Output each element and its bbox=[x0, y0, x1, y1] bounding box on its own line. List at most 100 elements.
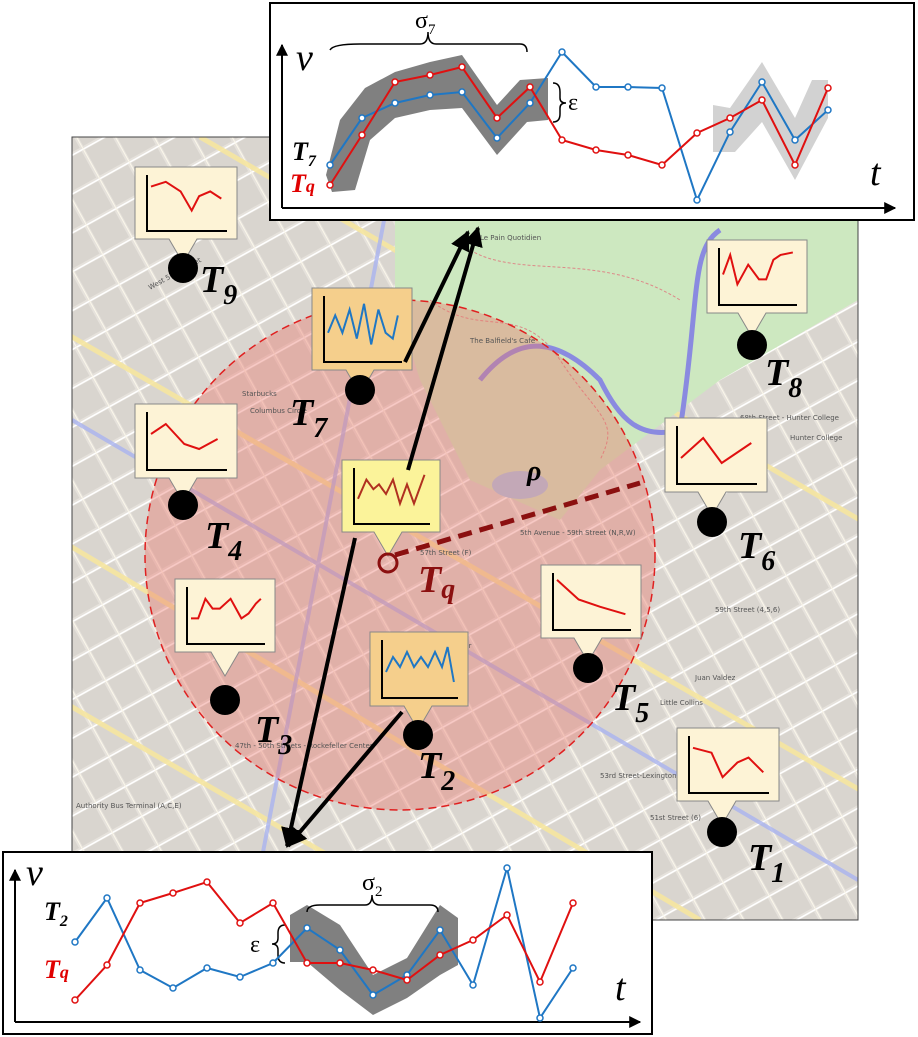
curve-point bbox=[526, 83, 534, 91]
curve-point bbox=[391, 78, 399, 86]
street-label: 68th Street - Hunter College bbox=[740, 414, 839, 422]
node-label: Tq bbox=[418, 559, 455, 605]
street-label: 59th Street (4,5,6) bbox=[715, 606, 780, 614]
curve bbox=[329, 50, 829, 203]
map-node: T1 bbox=[676, 727, 785, 889]
curve-point bbox=[526, 99, 534, 107]
park-drive bbox=[478, 227, 722, 436]
series-label: T2 bbox=[44, 897, 68, 930]
curve-point bbox=[592, 83, 600, 91]
mini-curve bbox=[385, 646, 455, 683]
street-label: 57th Street (F) bbox=[420, 549, 472, 557]
node-subscript: q bbox=[441, 574, 455, 605]
node-symbol: T bbox=[612, 677, 637, 719]
epsilon-label: ε bbox=[568, 90, 578, 116]
node-point bbox=[697, 507, 727, 537]
callout bbox=[341, 459, 441, 557]
curve-point bbox=[726, 128, 734, 136]
mini-curve bbox=[680, 436, 752, 465]
series-label: T7 bbox=[292, 137, 317, 170]
curve-point bbox=[493, 114, 501, 122]
node-point bbox=[345, 375, 375, 405]
curve-point bbox=[624, 83, 632, 91]
callout bbox=[664, 417, 768, 517]
x-axis-label: t bbox=[870, 152, 882, 194]
callout bbox=[134, 166, 238, 264]
curve-point bbox=[693, 129, 701, 137]
node-point bbox=[168, 490, 198, 520]
mini-axes bbox=[676, 426, 757, 485]
node-symbol: T bbox=[765, 352, 790, 394]
node-symbol: T bbox=[418, 559, 443, 601]
map-node: Tq bbox=[341, 459, 455, 605]
node-label: T9 bbox=[200, 259, 237, 311]
curve-point bbox=[326, 181, 334, 189]
curve-point bbox=[103, 894, 111, 902]
node-subscript: 8 bbox=[788, 373, 802, 404]
node-subscript: 7 bbox=[313, 413, 328, 444]
node-symbol: T bbox=[200, 259, 225, 301]
curve-point bbox=[558, 136, 566, 144]
curve-point bbox=[103, 961, 111, 969]
curve-point bbox=[624, 151, 632, 159]
arrows bbox=[281, 226, 483, 848]
curve-point bbox=[493, 134, 501, 142]
node-label: T1 bbox=[748, 837, 785, 889]
node-symbol: T bbox=[255, 709, 280, 751]
map-node: T8 bbox=[706, 239, 808, 404]
curve-point bbox=[169, 889, 177, 897]
node-subscript: 1 bbox=[771, 858, 785, 889]
curve-point bbox=[469, 936, 477, 944]
mini-axes bbox=[146, 175, 227, 232]
curve-point bbox=[203, 878, 211, 886]
bottom-panel: v t σ2 ε T2 Tq bbox=[2, 851, 653, 1035]
curve-point bbox=[436, 951, 444, 959]
node-point bbox=[168, 253, 198, 283]
curve-point bbox=[458, 63, 466, 71]
mini-curve bbox=[722, 251, 794, 288]
node-label: T7 bbox=[290, 392, 328, 444]
mini-axes bbox=[718, 248, 797, 306]
curve-point bbox=[824, 106, 832, 114]
sigma-brace bbox=[306, 894, 439, 913]
pond bbox=[492, 471, 548, 499]
street-label: 5th Avenue - 59th Street (N,R,W) bbox=[520, 529, 636, 537]
map-node: T3 bbox=[174, 578, 292, 761]
curve-point bbox=[326, 161, 334, 169]
street-label: Juan Valdez bbox=[694, 674, 736, 682]
callout bbox=[174, 578, 276, 677]
sigma-label: σ7 bbox=[415, 8, 436, 38]
node-point bbox=[573, 653, 603, 683]
curve-point bbox=[403, 976, 411, 984]
street-label: Authority Bus Terminal (A,C,E) bbox=[76, 802, 182, 810]
node-subscript: 2 bbox=[440, 766, 455, 797]
curve-point bbox=[569, 899, 577, 907]
map-node: T6 bbox=[664, 417, 775, 577]
curve-point bbox=[369, 991, 377, 999]
epsilon-label: ε bbox=[250, 932, 260, 958]
curve-point bbox=[469, 981, 477, 989]
curve-point bbox=[693, 196, 701, 204]
mini-axes bbox=[323, 296, 402, 363]
node-label: T6 bbox=[738, 525, 775, 577]
mini-axes bbox=[186, 587, 265, 645]
curve-point bbox=[236, 973, 244, 981]
curve-point bbox=[236, 919, 244, 927]
map-node: T9 bbox=[134, 166, 238, 311]
curve-point bbox=[569, 964, 577, 972]
street-label: Hunter College bbox=[790, 434, 842, 442]
radius-label: ρ bbox=[526, 456, 541, 487]
curve bbox=[74, 880, 574, 1001]
curve-point bbox=[426, 91, 434, 99]
node-symbol: T bbox=[290, 392, 315, 434]
node-label: T3 bbox=[255, 709, 292, 761]
callout bbox=[676, 727, 780, 826]
node-label: T8 bbox=[765, 352, 802, 404]
curve-point bbox=[391, 99, 399, 107]
curve-point bbox=[558, 48, 566, 56]
curve-point bbox=[758, 96, 766, 104]
map-node: T4 bbox=[134, 403, 242, 567]
curve-point bbox=[169, 984, 177, 992]
